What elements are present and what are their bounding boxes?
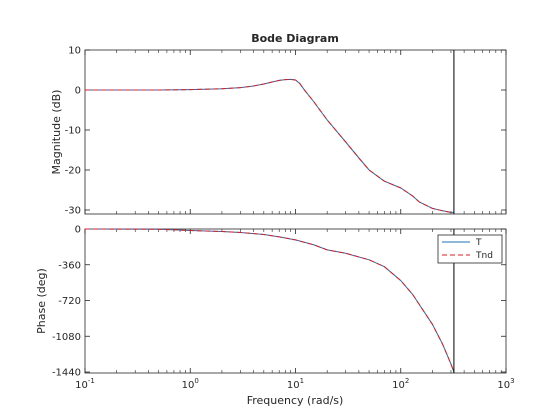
magnitude-axes: 10 0 -10 -20 -30 Magnitude (dB) [50,46,507,217]
frequency-tick-label: 103 [497,377,514,391]
magnitude-y-tick-label: -10 [65,126,81,137]
phase-y-tick-label: -360 [58,260,81,271]
magnitude-y-tick-label: -20 [65,166,81,177]
phase-plot-area [84,228,507,374]
legend-label-T: T [475,238,482,248]
figure-title: Bode Diagram [251,32,339,45]
frequency-tick-label: 101 [287,377,304,391]
frequency-tick-label: 100 [182,377,199,391]
phase-y-tick-label: -1440 [52,368,81,379]
frequency-tick-labels: 10-1 100 101 102 103 [75,377,514,391]
frequency-tick-label: 102 [392,377,409,391]
magnitude-y-tick-label: 10 [68,46,81,57]
phase-series-Tnd [84,228,455,373]
magnitude-ticks: 10 0 -10 -20 -30 [65,46,507,217]
magnitude-y-tick-label: 0 [75,86,81,97]
magnitude-ylabel: Magnitude (dB) [50,90,63,175]
legend-box [437,234,503,264]
phase-y-tick-label: -1080 [52,332,81,343]
phase-y-tick-label: 0 [75,225,81,236]
magnitude-plot-area [84,49,507,215]
magnitude-y-tick-label: -30 [65,206,81,217]
phase-ticks: 0 -360 -720 -1080 -1440 [52,225,507,379]
magnitude-series-Tnd [85,78,454,213]
legend: T Tnd [437,234,503,264]
phase-y-tick-label: -720 [58,296,81,307]
phase-axes: 0 -360 -720 -1080 -1440 Phase (deg) [35,225,507,379]
frequency-tick-label: 10-1 [75,377,95,391]
magnitude-series [85,50,455,214]
phase-ylabel: Phase (deg) [35,268,48,334]
legend-label-Tnd: Tnd [475,251,493,261]
figure-xlabel: Frequency (rad/s) [247,394,344,407]
